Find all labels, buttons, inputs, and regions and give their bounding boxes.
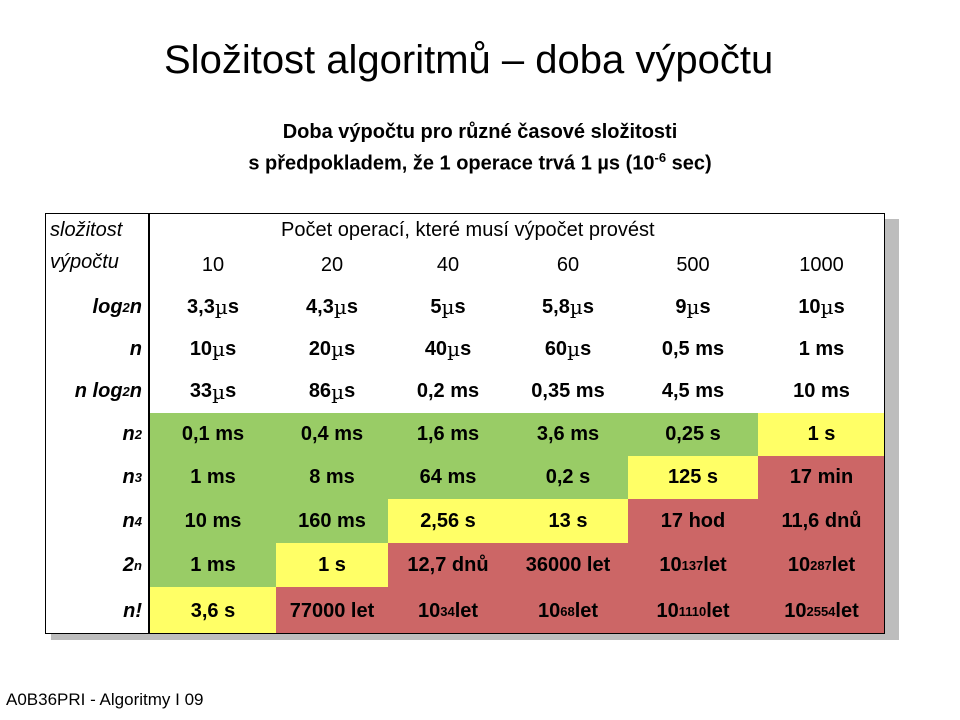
table-cell: 77000 let xyxy=(276,587,388,633)
table-cell: 1 s xyxy=(276,543,388,587)
table-cell: 11,6 dnů xyxy=(758,499,884,543)
table-cell: 0,1 ms xyxy=(150,413,276,456)
table-cell: 10 68 let xyxy=(508,587,628,633)
table-cell: 10 2554 let xyxy=(758,587,884,633)
table-cell: 1 ms xyxy=(150,543,276,587)
column-header-1000: 1000 xyxy=(799,253,844,276)
subtitle-line-2-suffix: sec) xyxy=(666,152,712,175)
table-cell: 8 ms xyxy=(276,456,388,499)
column-header-20: 20 xyxy=(320,253,344,276)
table-cell: 10 34 let xyxy=(388,587,508,633)
subtitle-line-2-prefix: s předpokladem, že 1 operace trvá 1 µs (… xyxy=(248,152,655,175)
table-cell: 125 s xyxy=(628,456,758,499)
table-cell: 0,2 s xyxy=(508,456,628,499)
table-cell: 160 ms xyxy=(276,499,388,543)
subtitle-line-1: Doba výpočtu pro různé časové složitosti xyxy=(282,121,678,143)
table-cell: 10 ms xyxy=(793,380,850,402)
table-cell: 1 ms xyxy=(150,456,276,499)
table-row: n 10 µ s 20 µ s 40 µ s 60 µ s 0,5 ms 1 ms xyxy=(46,328,884,370)
table-cell: 3,6 ms xyxy=(508,413,628,456)
table-row: n log 2 n 33 µ s 86 µ s 0,2 ms 0,35 ms 4,5 ms 10 … xyxy=(46,370,884,413)
slide-title: Složitost algoritmů – doba výpočtu xyxy=(164,38,774,82)
table-cell: 0,4 ms xyxy=(276,413,388,456)
table-cell: 13 s xyxy=(508,499,628,543)
table-row: n! 3,6 s 77000 let 10 34 let 10 68 let 10 1110 l… xyxy=(46,587,884,633)
table-cell: 17 min xyxy=(758,456,884,499)
complexity-table: složitost výpočtu Počet operací, které m… xyxy=(45,213,885,634)
column-header-500: 500 xyxy=(676,253,710,276)
table-cell: 0,5 ms xyxy=(661,337,725,360)
table-cell: 1,6 ms xyxy=(388,413,508,456)
table-cell: 3,6 s xyxy=(150,587,276,633)
table-cell: 0,2 ms xyxy=(416,380,480,402)
column-header-10: 10 xyxy=(201,253,225,276)
table-cell: 10 287 let xyxy=(758,543,884,587)
table-cell: 10 1110 let xyxy=(628,587,758,633)
slide-footer: A0B36PRI - Algoritmy I 09 xyxy=(6,690,204,709)
subtitle-line-2: s předpokladem, že 1 operace trvá 1 µs (… xyxy=(0,145,960,177)
table-row: n 4 10 ms 160 ms 2,56 s 13 s 17 hod 11,6 dnů xyxy=(46,499,884,543)
table-cell: 12,7 dnů xyxy=(388,543,508,587)
slide-subtitle: Doba výpočtu pro různé časové složitosti… xyxy=(0,120,960,177)
column-divider xyxy=(148,214,150,633)
table-cell: 10 137 let xyxy=(628,543,758,587)
table-cell: 17 hod xyxy=(628,499,758,543)
table-cell: 0,25 s xyxy=(628,413,758,456)
row-label: n! xyxy=(123,599,142,622)
table-cell: 64 ms xyxy=(388,456,508,499)
corner-label-line-1: složitost xyxy=(50,219,123,241)
table-cell: 2,56 s xyxy=(388,499,508,543)
table-cell: 1 s xyxy=(758,413,884,456)
subtitle-exponent: -6 xyxy=(654,150,667,165)
corner-label-line-2: výpočtu xyxy=(50,251,119,273)
table-cell: 4,5 ms xyxy=(661,380,725,402)
table-cell: 10 ms xyxy=(150,499,276,543)
table-cell: 0,35 ms xyxy=(531,380,605,402)
column-header-40: 40 xyxy=(436,253,460,276)
row-label: n xyxy=(129,337,142,360)
row-label: log 2 n xyxy=(92,295,142,318)
table-cell: 36000 let xyxy=(508,543,628,587)
table-cell: 1 ms xyxy=(798,337,845,360)
column-header-60: 60 xyxy=(556,253,580,276)
row-label: n log 2 n xyxy=(74,380,142,402)
header-title: Počet operací, které musí výpočet provés… xyxy=(281,219,655,241)
